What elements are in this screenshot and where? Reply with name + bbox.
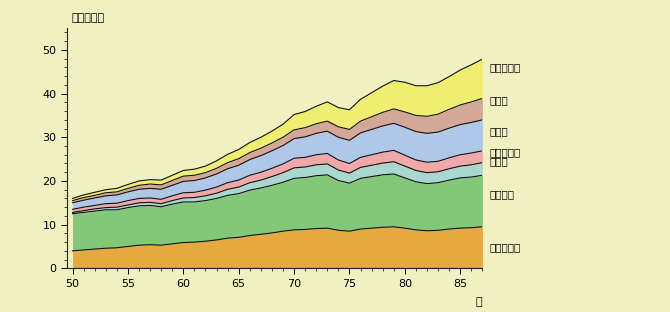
- Text: ヨーロッパ: ヨーロッパ: [489, 242, 521, 253]
- Text: ソ　連: ソ 連: [489, 126, 508, 136]
- Text: その他の国: その他の国: [489, 62, 521, 72]
- Text: アメリカ: アメリカ: [489, 189, 515, 199]
- Text: 中　国: 中 国: [489, 95, 508, 105]
- Text: （億トン）: （億トン）: [71, 13, 105, 23]
- Text: 日　本: 日 本: [489, 156, 508, 166]
- Text: 他の先進国: 他の先進国: [489, 148, 521, 158]
- Text: 年: 年: [476, 297, 482, 307]
